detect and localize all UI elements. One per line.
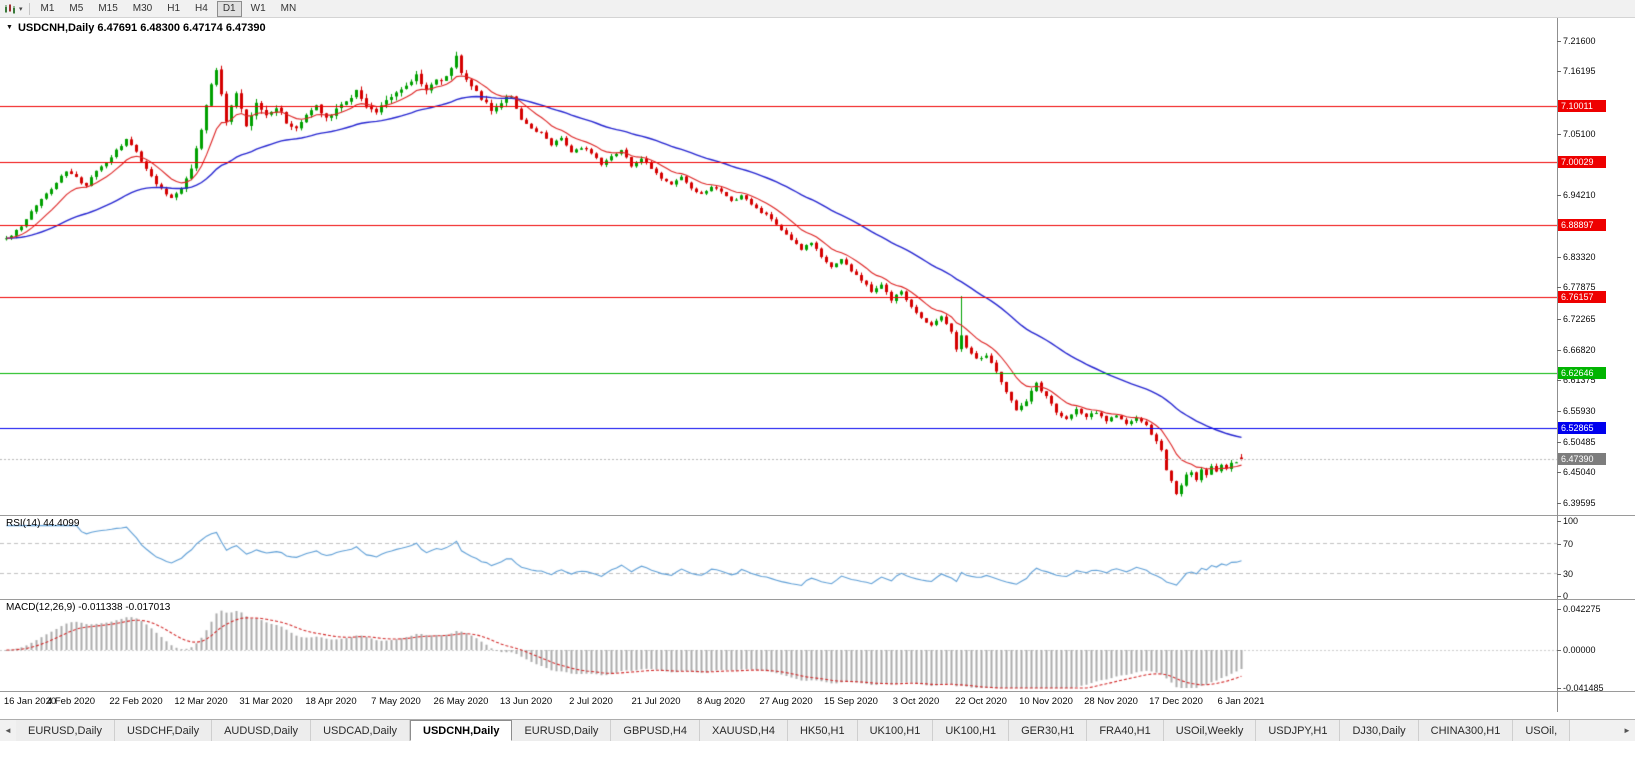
macd-tick-label: -0.041485 — [1557, 683, 1604, 693]
price-axis: 7.21600 7.16195 7.05100 6.94210 6.83320 6.778… — [1556, 18, 1635, 712]
macd-tick-label: 0.042275 — [1557, 604, 1601, 614]
date-label: 22 Oct 2020 — [955, 696, 1007, 707]
chart-tab-usdchf-daily[interactable]: USDCHF,Daily — [114, 720, 213, 741]
price-tick-label: 6.77875 — [1557, 282, 1596, 292]
level-price-label: 6.52865 — [1558, 422, 1606, 434]
date-label: 7 May 2020 — [371, 696, 421, 707]
price-tick-label: 7.16195 — [1557, 66, 1596, 76]
chart-tab-usoil-weekly[interactable]: USOil,Weekly — [1163, 720, 1257, 741]
rsi-tick-label: 30 — [1556, 569, 1574, 579]
price-tick-label: 6.39595 — [1557, 498, 1596, 508]
macd-panel-separator[interactable] — [0, 599, 1635, 600]
chart-tab-hk50-h1[interactable]: HK50,H1 — [787, 720, 858, 741]
price-tick-label: 6.50485 — [1557, 437, 1596, 447]
date-label: 8 Aug 2020 — [696, 696, 746, 707]
date-label: 27 Aug 2020 — [759, 696, 813, 707]
bid-price-label: 6.47390 — [1558, 453, 1606, 465]
price-axis-line — [1557, 18, 1558, 712]
date-label: 18 Apr 2020 — [305, 696, 357, 707]
timeframe-button-m5[interactable]: M5 — [69, 2, 84, 14]
chart-tab-usdcad-daily[interactable]: USDCAD,Daily — [311, 720, 411, 741]
price-tick-label: 7.21600 — [1557, 36, 1596, 46]
time-axis-separator — [0, 691, 1635, 692]
rsi-tick-label: 70 — [1556, 539, 1574, 549]
macd-tick-label: 0.00000 — [1557, 645, 1596, 655]
price-tick-label: 6.94210 — [1557, 190, 1596, 200]
price-tick-label: 7.05100 — [1557, 129, 1596, 139]
date-label: 31 Mar 2020 — [239, 696, 293, 707]
timeframe-button-mn[interactable]: MN — [280, 2, 297, 14]
date-label: 15 Sep 2020 — [824, 696, 878, 707]
main-price-chart[interactable] — [0, 18, 1557, 515]
timeframe-button-m30[interactable]: M30 — [132, 2, 153, 14]
timeframe-button-h1[interactable]: H1 — [167, 2, 181, 14]
chart-tab-usdcnh-daily[interactable]: USDCNH,Daily — [410, 720, 513, 741]
timeframes-toolbar: ▾ M1 M5 M15 M30 H1 H4 D1 W1 MN — [0, 0, 1635, 18]
date-label: 6 Jan 2021 — [1217, 696, 1265, 707]
price-tick-label: 6.45040 — [1557, 467, 1596, 477]
price-tick-label: 6.55930 — [1557, 406, 1596, 416]
price-tick-label: 6.66820 — [1557, 345, 1596, 355]
date-label: 22 Feb 2020 — [109, 696, 163, 707]
chart-type-icon[interactable] — [4, 3, 16, 15]
timeframe-button-d1[interactable]: D1 — [216, 0, 242, 17]
rsi-tick-label: 0 — [1556, 591, 1569, 601]
chart-tab-usdjpy-h1[interactable]: USDJPY,H1 — [1256, 720, 1341, 741]
timeframe-button-m15[interactable]: M15 — [98, 2, 118, 14]
macd-indicator-chart[interactable] — [0, 600, 1557, 691]
toolbar-separator — [28, 2, 30, 15]
rsi-indicator-chart[interactable] — [0, 516, 1557, 599]
date-label: 12 Mar 2020 — [174, 696, 228, 707]
price-tick-label: 6.83320 — [1557, 252, 1596, 262]
tab-scroll-right-icon[interactable]: ► — [1623, 726, 1631, 735]
level-price-label: 7.00029 — [1558, 156, 1606, 168]
chart-tab-gbpusd-h4[interactable]: GBPUSD,H4 — [611, 720, 700, 741]
price-tick-label: 6.61375 — [1557, 375, 1596, 385]
chart-title: ▼ USDCNH,Daily 6.47691 6.48300 6.47174 6… — [6, 22, 266, 34]
price-tick-label: 6.72265 — [1557, 314, 1596, 324]
date-label: 3 Oct 2020 — [892, 696, 940, 707]
chart-tab-bar: ◄ EURUSD,Daily USDCHF,Daily AUDUSD,Daily US… — [0, 719, 1635, 741]
chart-tab-xauusd-h4[interactable]: XAUUSD,H4 — [699, 720, 788, 741]
macd-title: MACD(12,26,9) -0.011338 -0.017013 — [6, 602, 171, 613]
date-label: 21 Jul 2020 — [631, 696, 681, 707]
chart-tab-audusd-daily[interactable]: AUDUSD,Daily — [212, 720, 312, 741]
date-label: 28 Nov 2020 — [1084, 696, 1138, 707]
level-price-label: 6.88897 — [1558, 219, 1606, 231]
date-label: 17 Dec 2020 — [1149, 696, 1203, 707]
chart-area: ▼ USDCNH,Daily 6.47691 6.48300 6.47174 6… — [0, 18, 1635, 712]
chart-tab-usoil[interactable]: USOil, — [1513, 720, 1571, 741]
timeframe-button-w1[interactable]: W1 — [250, 2, 266, 14]
rsi-title: RSI(14) 44.4099 — [6, 518, 80, 529]
chart-tab-uk100-h1[interactable]: UK100,H1 — [933, 720, 1010, 741]
date-label: 4 Feb 2020 — [46, 696, 96, 707]
rsi-tick-label: 100 — [1556, 516, 1579, 526]
chart-tab-eurusd-daily[interactable]: EURUSD,Daily — [512, 720, 612, 741]
level-price-label: 6.76157 — [1558, 291, 1606, 303]
date-label: 10 Nov 2020 — [1019, 696, 1073, 707]
date-label: 16 Jan 2020 — [3, 696, 57, 707]
timeframe-button-h4[interactable]: H4 — [195, 2, 208, 14]
tab-scroll-left-icon[interactable]: ◄ — [4, 726, 12, 735]
chart-title-text: USDCNH,Daily 6.47691 6.48300 6.47174 6.4… — [17, 22, 266, 34]
date-label: 26 May 2020 — [433, 696, 489, 707]
chart-tab-eurusd-daily[interactable]: EURUSD,Daily — [16, 720, 115, 741]
date-label: 13 Jun 2020 — [499, 696, 553, 707]
chart-tabs: EURUSD,Daily USDCHF,Daily AUDUSD,Daily USDC… — [16, 720, 1619, 741]
timeframe-buttons: M1 M5 M15 M30 H1 H4 D1 W1 MN — [35, 0, 303, 17]
chart-tab-ger30-h1[interactable]: GER30,H1 — [1009, 720, 1088, 741]
time-axis[interactable]: 16 Jan 2020 4 Feb 2020 22 Feb 2020 12 Mar 2… — [0, 692, 1557, 712]
level-price-label: 6.62646 — [1558, 367, 1606, 379]
one-click-trading-icon[interactable]: ▼ — [6, 24, 13, 31]
rsi-panel-separator[interactable] — [0, 515, 1635, 516]
chart-tab-uk100-h1[interactable]: UK100,H1 — [857, 720, 934, 741]
level-price-label: 7.10011 — [1558, 100, 1606, 112]
date-label: 2 Jul 2020 — [569, 696, 613, 707]
chart-tab-dj30-daily[interactable]: DJ30,Daily — [1340, 720, 1419, 741]
chart-type-dropdown-icon[interactable]: ▾ — [19, 5, 23, 13]
timeframe-button-m1[interactable]: M1 — [40, 2, 55, 14]
chart-tab-china300-h1[interactable]: CHINA300,H1 — [1418, 720, 1514, 741]
chart-tab-fra40-h1[interactable]: FRA40,H1 — [1087, 720, 1164, 741]
